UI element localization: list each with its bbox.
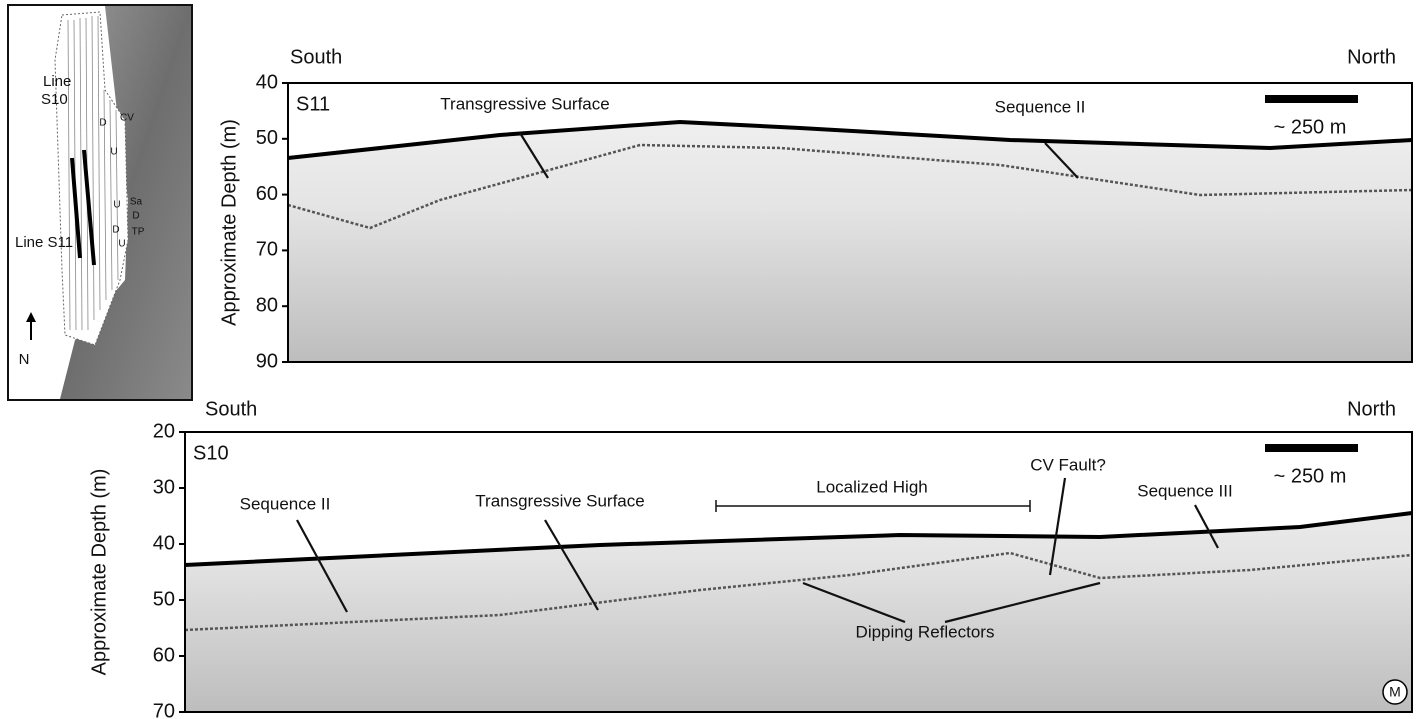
map-label: Line S11 [15, 234, 73, 251]
fault-label: D [99, 118, 106, 129]
profile-panel: 40 50 60 70 80 90 Approximate Depth (m) South No… [218, 46, 1412, 372]
direction-left: South [290, 46, 342, 68]
direction-left: South [205, 398, 257, 420]
y-tick-label: 50 [153, 588, 175, 610]
fault-label: U [110, 147, 117, 158]
y-axis-label: Approximate Depth (m) [88, 469, 110, 676]
fault-label: D [132, 211, 139, 222]
y-tick-label: 60 [256, 183, 278, 205]
line-id: S10 [193, 442, 229, 464]
y-tick-label: 80 [256, 294, 278, 316]
y-tick-label: 70 [256, 239, 278, 261]
y-tick-label: 60 [153, 644, 175, 666]
y-tick-label: 90 [256, 350, 278, 372]
annotation: Sequence III [1137, 481, 1232, 500]
fault-label: U [118, 239, 125, 250]
line-id: S11 [296, 93, 330, 115]
annotation: Sequence II [240, 494, 331, 513]
y-tick-label: 50 [256, 127, 278, 149]
scale-label: ~ 250 m [1274, 465, 1347, 487]
annotation: Transgressive Surface [475, 491, 644, 510]
annotation: Sequence II [995, 97, 1086, 116]
y-tick-label: 40 [256, 71, 278, 93]
profile-panel: 20 30 40 50 60 70 Approximate Depth (m) South No… [88, 398, 1412, 719]
figure: 40 50 60 70 80 90 Approximate Depth (m) South No… [0, 0, 1422, 719]
annotation: Dipping Reflectors [856, 622, 995, 641]
badge: M [1389, 684, 1401, 700]
y-tick-label: 20 [153, 420, 175, 442]
fault-label: D [112, 225, 119, 236]
fault-label: U [113, 200, 120, 211]
annotation: Transgressive Surface [440, 94, 609, 113]
y-tick-label: 30 [153, 476, 175, 498]
y-tick-label: 70 [153, 700, 175, 719]
direction-right: North [1347, 398, 1396, 420]
fault-label: Sa [130, 197, 143, 208]
fault-label: TP [132, 227, 145, 238]
map-label: Line [43, 73, 71, 90]
profiles: 40 50 60 70 80 90 Approximate Depth (m) South No… [88, 46, 1412, 719]
map-label: N [19, 351, 30, 368]
y-axis-label: Approximate Depth (m) [218, 119, 240, 326]
annotation: Localized High [816, 477, 928, 496]
y-tick-label: 40 [153, 532, 175, 554]
scale-label: ~ 250 m [1274, 116, 1347, 138]
fault-label: CV [120, 113, 134, 124]
map-label: S10 [41, 91, 68, 108]
direction-right: North [1347, 46, 1396, 68]
annotation: CV Fault? [1030, 455, 1106, 474]
location-map [8, 5, 192, 400]
